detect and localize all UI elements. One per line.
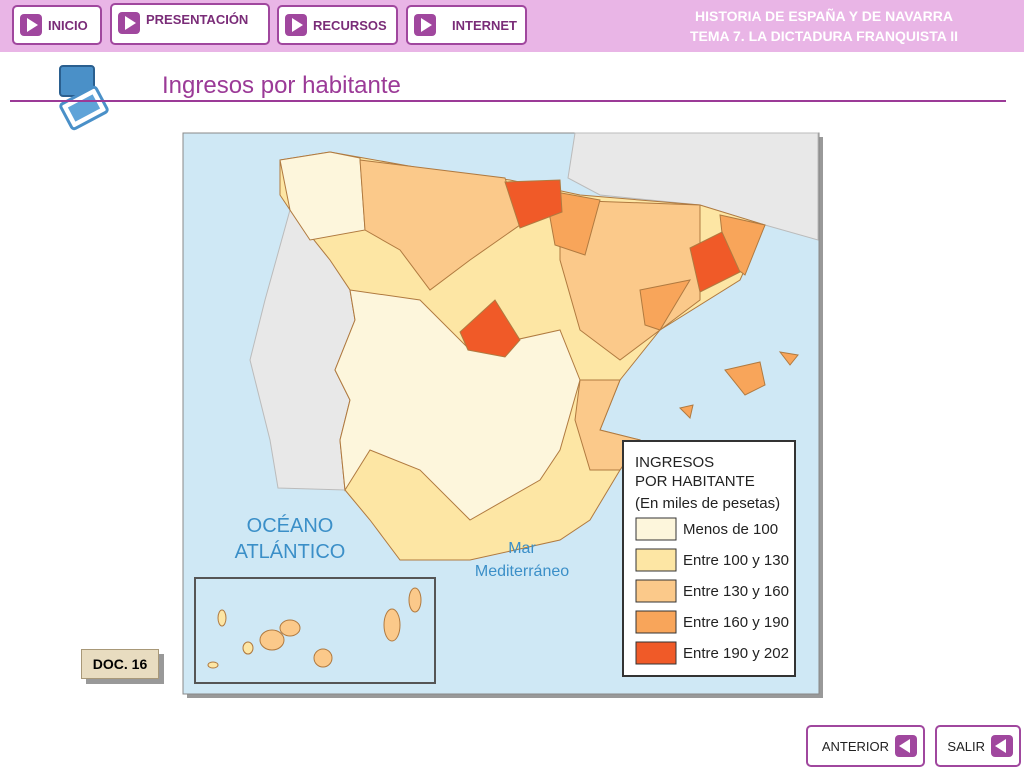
title-rule bbox=[10, 100, 1006, 102]
legend: INGRESOS POR HABITANTE (En miles de pese… bbox=[622, 440, 796, 677]
header-line: TEMA 7. LA DICTADURA FRANQUISTA II bbox=[689, 28, 959, 44]
sea-label: Mar bbox=[508, 540, 536, 557]
legend-label: Entre 130 y 160 bbox=[683, 583, 789, 600]
legend-swatch bbox=[635, 548, 677, 572]
legend-label: Entre 100 y 130 bbox=[683, 552, 789, 569]
slide-title: Ingresos por habitante bbox=[162, 72, 401, 99]
legend-label: Entre 190 y 202 bbox=[683, 645, 789, 662]
nav-label: INICIO bbox=[48, 17, 88, 33]
legend-title: INGRESOS bbox=[635, 454, 714, 471]
map: OCÉANO ATLÁNTICO Mar Mediterráneo INGRES… bbox=[182, 132, 823, 698]
ocean-label: ATLÁNTICO bbox=[235, 540, 346, 563]
ocean-label: OCÉANO bbox=[247, 514, 334, 537]
doc-label: DOC. 16 bbox=[81, 649, 159, 679]
footer-button[interactable]: ANTERIOR bbox=[806, 725, 925, 767]
footer-label: SALIR bbox=[947, 738, 985, 754]
footer-button[interactable]: SALIR bbox=[935, 725, 1021, 767]
nav-label: RECURSOS bbox=[313, 17, 387, 33]
legend-swatch bbox=[635, 579, 677, 603]
sea-label: Mediterráneo bbox=[475, 563, 569, 580]
header-line: HISTORIA DE ESPAÑA Y DE NAVARRA bbox=[694, 8, 953, 24]
nav-label: INTERNET bbox=[452, 17, 517, 33]
header: HISTORIA DE ESPAÑA Y DE NAVARRA TEMA 7. L… bbox=[654, 6, 994, 46]
legend-subtitle: (En miles de pesetas) bbox=[635, 495, 780, 512]
legend-swatch bbox=[635, 610, 677, 634]
nav-button[interactable]: RECURSOS bbox=[277, 5, 398, 45]
slide-icon bbox=[59, 65, 109, 131]
nav-button[interactable]: INICIO bbox=[12, 5, 102, 45]
legend-label: Menos de 100 bbox=[683, 521, 778, 538]
nav-button[interactable]: INTERNET bbox=[406, 5, 527, 45]
nav-button[interactable]: PRESENTACIÓN bbox=[110, 3, 270, 45]
legend-title: POR HABITANTE bbox=[635, 473, 755, 490]
legend-label: Entre 160 y 190 bbox=[683, 614, 789, 631]
legend-swatch bbox=[635, 517, 677, 541]
footer-label: ANTERIOR bbox=[821, 738, 889, 754]
nav-label: PRESENTACIÓN bbox=[146, 12, 249, 27]
legend-swatch bbox=[635, 641, 677, 665]
